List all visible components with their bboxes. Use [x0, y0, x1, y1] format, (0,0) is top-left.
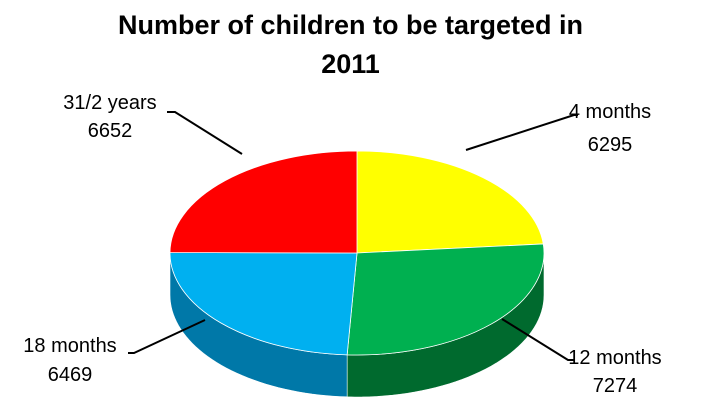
leader-line-12-months — [501, 318, 574, 361]
data-labels: 4 months 6295 12 months 7274 18 months 6469 31… — [23, 92, 661, 397]
data-label-value-31-2-years: 6652 — [88, 120, 133, 142]
leader-lines — [128, 111, 578, 361]
data-label-value-12-months: 7274 — [593, 375, 638, 397]
data-label-name-18-months: 18 months — [23, 335, 116, 357]
pie-slice-12-months — [346, 243, 545, 356]
data-label-name-4-months: 4 months — [569, 101, 651, 123]
pie-slice-4-months — [356, 150, 544, 254]
leader-line-4-months — [465, 114, 578, 151]
leader-line-18-months — [128, 319, 206, 354]
data-label-name-31-2-years: 31/2 years — [63, 92, 156, 114]
pie-slice-31-2-years — [169, 150, 358, 254]
data-label-name-12-months: 12 months — [568, 347, 661, 369]
chart-title-line-2: 2011 — [321, 49, 380, 79]
pie-slice-18-months — [169, 252, 358, 356]
chart-title: Number of children to be targeted in 201… — [0, 6, 701, 84]
data-label-value-18-months: 6469 — [48, 364, 93, 386]
data-label-value-4-months: 6295 — [588, 134, 633, 156]
pie-top-faces — [169, 150, 545, 356]
chart-title-line-1: Number of children to be targeted in — [117, 10, 584, 40]
leader-line-31-2-years — [167, 111, 243, 155]
